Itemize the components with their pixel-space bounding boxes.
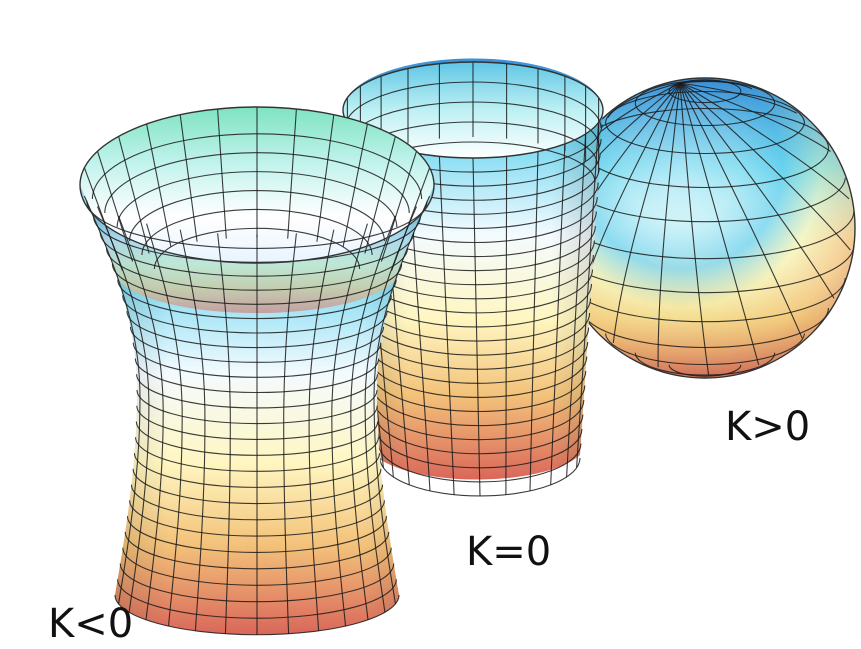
label-negative-curvature: K<0 (48, 601, 133, 647)
mesh-line (316, 114, 335, 242)
mesh-line (96, 206, 150, 613)
mesh-line (217, 109, 227, 239)
mesh-line (657, 82, 681, 368)
mesh-line (287, 109, 297, 239)
mesh-line (179, 114, 198, 242)
mesh-line (679, 82, 850, 200)
mesh-line (364, 206, 418, 613)
mesh-line (679, 82, 831, 152)
mesh-line (342, 123, 368, 247)
mesh-line (118, 215, 164, 620)
mesh-line (679, 80, 753, 90)
mesh-line (179, 229, 206, 631)
mesh-line (146, 223, 183, 627)
mesh-line (668, 364, 742, 377)
mesh-line (634, 352, 776, 376)
mesh-line (607, 82, 681, 118)
mesh-line (83, 195, 141, 604)
mesh-line (679, 82, 760, 366)
mesh-line (217, 233, 231, 634)
mesh-line (308, 229, 335, 631)
label-positive-curvature: K>0 (725, 404, 810, 450)
mesh-line (380, 151, 418, 262)
mesh-line (604, 333, 806, 366)
mesh-line (283, 233, 297, 634)
mesh-line (438, 156, 455, 495)
mesh-line (679, 82, 797, 114)
hyperboloid-surface (79, 106, 435, 636)
mesh-line (679, 82, 803, 339)
mesh-line (364, 136, 396, 254)
mesh-line (118, 136, 150, 254)
mesh-line (472, 157, 481, 497)
mesh-line (634, 103, 776, 127)
mesh-line (529, 151, 539, 491)
mesh-line (612, 82, 681, 343)
label-zero-curvature: K=0 (466, 529, 551, 575)
mesh-line (331, 223, 368, 627)
mesh-line (391, 167, 431, 271)
mesh-line (146, 123, 172, 247)
mesh-line (96, 151, 134, 262)
mesh-line (566, 133, 587, 478)
mesh-line (576, 122, 600, 468)
mesh-line (679, 82, 851, 251)
mesh-line (350, 215, 396, 620)
mesh-line (679, 82, 835, 299)
mesh-line (679, 82, 710, 376)
mesh-line (550, 143, 566, 485)
mesh-line (505, 156, 508, 495)
mesh-line (373, 195, 431, 604)
